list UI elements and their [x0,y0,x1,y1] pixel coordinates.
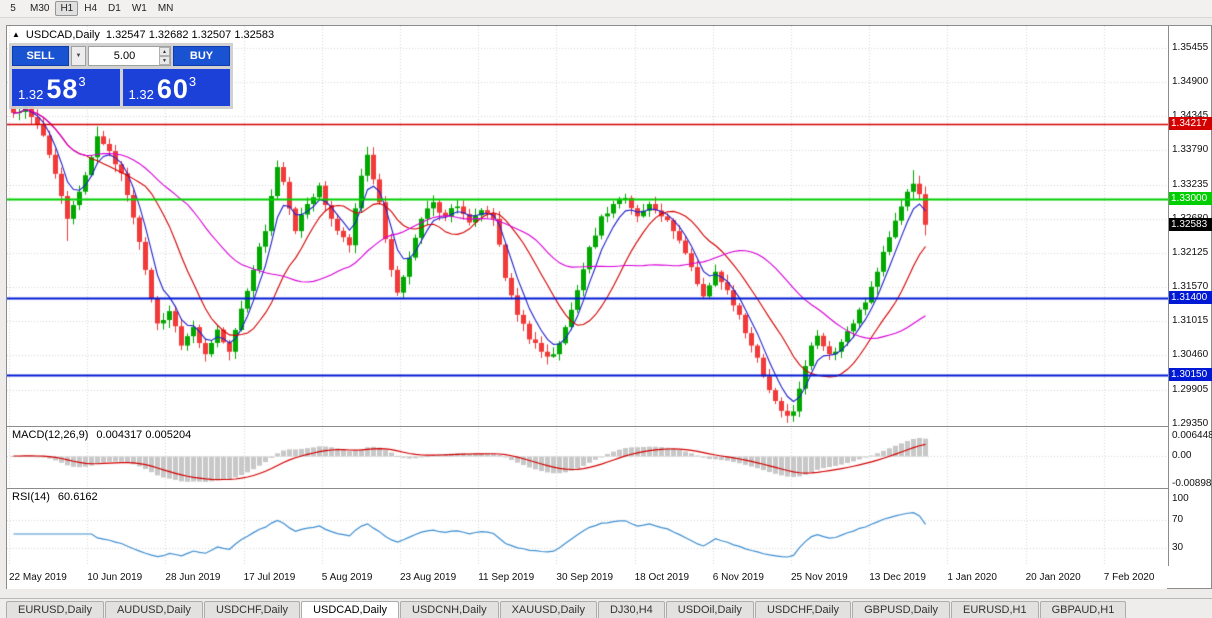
rsi-separator[interactable] [7,488,1211,489]
timeframe-toolbar: 5 M30 H1 H4 D1 W1 MN [0,0,1212,18]
one-click-trading-panel: SELL ▼ ▲ ▼ BUY 1.32 58 3 1.32 60 [9,43,233,109]
time-axis-label: 18 Oct 2019 [634,572,690,583]
macd-values: 0.004317 0.005204 [96,429,192,441]
time-axis-label: 28 Jun 2019 [165,572,221,583]
chart-ohlc-values: 1.32547 1.32682 1.32507 1.32583 [105,29,275,41]
time-axis-label: 10 Jun 2019 [87,572,143,583]
timeframe-button-h4[interactable]: H4 [79,1,103,16]
timeframe-button-h1[interactable]: H1 [55,1,79,16]
time-axis-label: 11 Sep 2019 [478,572,535,583]
price-axis-label: 1.35455 [1172,42,1209,53]
volume-stepper[interactable]: ▲ ▼ [159,47,170,65]
time-axis-label: 6 Nov 2019 [712,572,764,583]
time-axis-label: 30 Sep 2019 [556,572,614,583]
chart-symbol-label: USDCAD,Daily [25,29,100,41]
hline-price-tag: 1.34217 [1169,117,1212,131]
rsi-axis-label: 30 [1172,542,1184,553]
rsi-axis-label: 100 [1172,493,1189,504]
price-axis-label: 1.29905 [1172,383,1209,395]
price-axis-label: 1.34345 [1172,110,1209,122]
volume-input[interactable] [88,46,171,66]
buy-price-box[interactable]: 1.32 60 3 [122,69,230,106]
buy-button[interactable]: BUY [173,46,230,66]
rsi-value: 60.6162 [57,491,98,503]
sell-button[interactable]: SELL [12,46,69,66]
time-axis-label: 7 Feb 2020 [1103,572,1155,583]
macd-title: MACD(12,26,9) [12,429,89,441]
sell-price-sup: 3 [78,74,86,89]
bottom-strip [0,589,1212,598]
chart-tab-usdchf-daily[interactable]: USDCHF,Daily [203,601,301,618]
price-axis-label: 1.30460 [1172,349,1209,361]
time-axis-label: 1 Jan 2020 [947,572,997,583]
time-axis-label: 13 Dec 2019 [869,572,926,583]
sell-price-box[interactable]: 1.32 58 3 [12,69,120,106]
chart-tab-gbpaud-h1[interactable]: GBPAUD,H1 [1039,601,1127,618]
chevron-down-icon: ▼ [75,53,82,59]
chart-tab-usdcnh-daily[interactable]: USDCNH,Daily [400,601,499,618]
time-axis-label: 20 Jan 2020 [1025,572,1081,583]
buy-price-prefix: 1.32 [128,87,154,102]
time-axis-label: 5 Aug 2019 [321,572,373,583]
price-axis: 1.354551.349001.343451.337901.332351.326… [1168,26,1212,566]
timeframe-button-d1[interactable]: D1 [103,1,126,16]
chart-window: ▲ USDCAD,Daily 1.32547 1.32682 1.32507 1… [6,25,1212,589]
stepper-up-icon[interactable]: ▲ [159,47,170,56]
macd-separator[interactable] [7,426,1211,427]
chart-tab-dj30-h4[interactable]: DJ30,H4 [597,601,665,618]
timeframe-button-mn[interactable]: MN [152,1,179,16]
price-axis-label: 1.31570 [1172,281,1209,293]
timeframe-button-m30[interactable]: M30 [25,1,55,16]
chart-marker-icon: ▲ [12,30,20,39]
current-price-tag: 1.32583 [1169,217,1212,231]
sell-price-big: 58 [46,74,79,104]
buy-price-big: 60 [156,74,189,104]
price-axis-label: 1.31015 [1172,315,1209,327]
chart-tab-usdchf-daily[interactable]: USDCHF,Daily [754,601,852,618]
time-axis-label: 17 Jul 2019 [243,572,296,583]
volume-dropdown-button[interactable]: ▼ [71,46,86,66]
rsi-axis-label: 70 [1172,514,1184,525]
chart-tab-usdcad-daily[interactable]: USDCAD,Daily [301,601,400,618]
time-axis-label: 22 May 2019 [9,572,67,583]
stepper-down-icon[interactable]: ▼ [159,56,170,65]
hline-price-tag: 1.33000 [1169,192,1212,206]
hline-price-tag: 1.31400 [1169,290,1212,304]
time-axis: 22 May 2019 10 Jun 2019 28 Jun 2019 17 Jul … [7,566,1167,589]
chart-tab-gbpusd-daily[interactable]: GBPUSD,Daily [852,601,951,618]
price-axis-label: 1.33790 [1172,144,1209,156]
chart-tab-usdoil-daily[interactable]: USDOil,Daily [665,601,754,618]
timeframe-button-w1[interactable]: W1 [126,1,152,16]
macd-label: MACD(12,26,9) 0.004317 0.005204 [12,429,191,441]
buy-price-sup: 3 [188,74,197,89]
chart-tab-xauusd-daily[interactable]: XAUUSD,Daily [499,601,597,618]
macd-axis-label: 0.006448 [1172,430,1212,441]
time-axis-label: 25 Nov 2019 [791,572,848,583]
chart-tab-audusd-daily[interactable]: AUDUSD,Daily [104,601,203,618]
price-chart-canvas[interactable] [7,26,1168,566]
rsi-title: RSI(14) [12,491,50,503]
timeframe-button-5[interactable]: 5 [2,1,24,16]
macd-axis-label: 0.00 [1172,450,1192,461]
hline-price-tag: 1.30150 [1169,367,1212,381]
price-axis-label: 1.34900 [1172,76,1209,88]
price-axis-label: 1.33235 [1172,178,1209,190]
sell-price-prefix: 1.32 [18,87,44,102]
macd-axis-label: -0.008982 [1172,477,1212,489]
rsi-label: RSI(14) 60.6162 [12,491,98,503]
chart-tab-bar: EURUSD,Daily AUDUSD,Daily USDCHF,Daily USDC… [0,598,1212,618]
chart-header: ▲ USDCAD,Daily 1.32547 1.32682 1.32507 1… [12,29,274,41]
price-axis-label: 1.29350 [1172,417,1209,429]
time-axis-label: 23 Aug 2019 [400,572,457,583]
price-axis-label: 1.32125 [1172,246,1209,258]
chart-tab-eurusd-daily[interactable]: EURUSD,Daily [6,601,104,618]
chart-tab-eurusd-h1[interactable]: EURUSD,H1 [951,601,1039,618]
